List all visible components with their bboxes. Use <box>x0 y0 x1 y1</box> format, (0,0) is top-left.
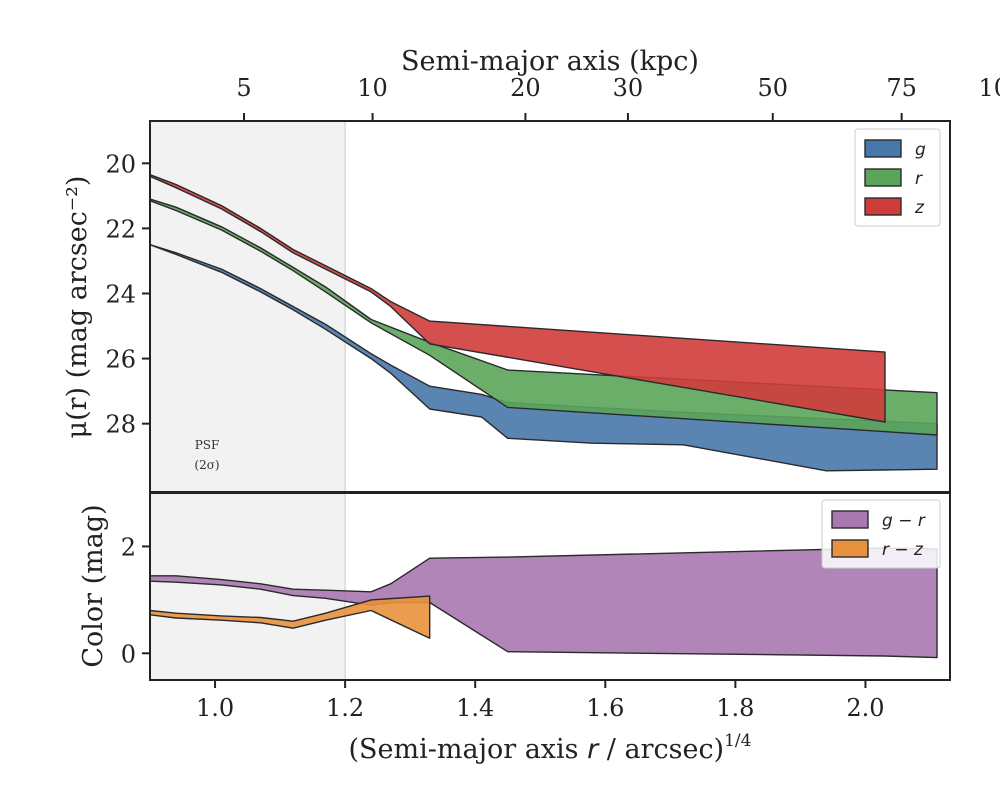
surface-brightness-panel: PSF (2σ) grz 5 10 20 30 50 75 100 20 22 24 26 28 <box>105 74 1000 493</box>
top-x-axis-title: Semi-major axis (kpc) <box>401 46 699 77</box>
psf-note-line2: (2σ) <box>194 458 219 472</box>
legend-label-g-r: g − r <box>882 511 926 531</box>
top-y-tick-label: 26 <box>105 346 136 374</box>
color-panel: g − r r − z 1.0 1.2 1.4 1.6 1.8 2.0 0 2 <box>121 492 951 722</box>
top-x-tick-label: 50 <box>757 74 788 102</box>
x-axis-title-sup: 1/4 <box>724 731 751 751</box>
bottom-x-tick-label: 1.0 <box>196 694 234 722</box>
bottom-x-tick-label: 2.0 <box>846 694 884 722</box>
legend-swatch-z <box>864 197 902 216</box>
bottom-x-tick-label: 1.8 <box>716 694 754 722</box>
top-y-tick-label: 28 <box>105 411 136 439</box>
bottom-legend: g − r r − z <box>821 499 941 569</box>
legend-swatch-r <box>864 168 902 187</box>
top-x-tick-label: 10 <box>357 74 388 102</box>
bottom-x-tick-label: 1.6 <box>586 694 624 722</box>
bottom-y-tick-label: 2 <box>121 533 136 561</box>
x-axis-title-main: (Semi-major axis <box>349 734 588 765</box>
bottom-panel-frame <box>149 492 951 681</box>
top-y-tick-label: 24 <box>105 280 136 308</box>
band-z-top <box>150 173 886 423</box>
bottom-y-tick-label: 0 <box>121 640 136 668</box>
bottom-x-tick-label: 1.2 <box>326 694 364 722</box>
band-g-top <box>150 243 938 472</box>
top-y-axis-title: μ(r) (mag arcsec⁻²) <box>62 176 93 439</box>
top-x-tick-label: 5 <box>236 74 251 102</box>
top-y-tick-label: 20 <box>105 150 136 178</box>
legend-swatch-g <box>864 139 902 158</box>
top-x-tick-label: 100 <box>978 74 1000 102</box>
band-g-r-bottom <box>150 547 938 659</box>
psf-note-line1: PSF <box>195 438 220 452</box>
top-x-tick-label: 30 <box>613 74 644 102</box>
band-r-z-bottom <box>150 595 431 639</box>
psf-shaded-region <box>150 121 346 492</box>
bottom-x-axis-title: (Semi-major axis r / arcsec)1/4 <box>349 731 752 765</box>
top-legend: grz <box>854 128 941 227</box>
legend-swatch-r-z <box>831 539 869 558</box>
bottom-y-axis-title: Color (mag) <box>78 504 109 667</box>
bottom-x-tick-label: 1.4 <box>456 694 494 722</box>
top-x-tick-label: 75 <box>886 74 917 102</box>
legend-swatch-g-r <box>831 510 869 529</box>
x-axis-title-rest: / arcsec) <box>598 734 724 765</box>
legend-label-z: z <box>914 198 925 218</box>
legend-label-g: g <box>915 140 926 160</box>
top-x-tick-label: 20 <box>510 74 541 102</box>
top-y-tick-label: 22 <box>105 215 136 243</box>
legend-label-r: r <box>915 169 923 189</box>
x-axis-title-var: r <box>587 734 600 765</box>
legend-label-r-z: r − z <box>882 540 924 560</box>
